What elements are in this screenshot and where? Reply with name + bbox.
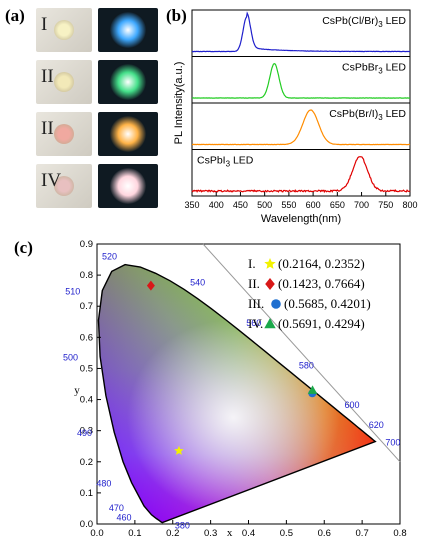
series-line: [191, 109, 411, 146]
cie-chromaticity-chart: 0.0 0.1 0.2 0.3 0.4 0.5 0.6 0.7 0.8 0.0 0.1 0.2 0.3 0…: [63, 239, 407, 539]
x-tick-label: 400: [209, 200, 224, 210]
y-tick-label: 0.1: [80, 488, 93, 499]
led-roman-label: I: [41, 14, 48, 35]
x-tick-label: 0.7: [356, 528, 369, 539]
data-point-star: [174, 445, 184, 455]
legend-coords: (0.5691, 0.4294): [278, 316, 365, 331]
led-on-photo: [98, 112, 158, 156]
y-axis-label: y: [74, 384, 80, 396]
x-tick-label: 0.6: [318, 528, 331, 539]
data-point-triangle: [307, 385, 318, 394]
x-tick-label: 0.1: [128, 528, 141, 539]
led-chip: [54, 124, 74, 144]
y-tick-label: 0.6: [80, 332, 93, 343]
series-label: CsPbBr3 LED: [342, 62, 406, 76]
wavelength-label: 560: [246, 318, 261, 328]
x-tick-label: 600: [306, 200, 321, 210]
legend-marker-diamond: [265, 278, 275, 290]
panel-label-a: (a): [5, 6, 25, 25]
panel-label-c: (c): [14, 238, 33, 257]
wavelength-label: 700: [385, 438, 400, 448]
x-tick-label: 750: [378, 200, 393, 210]
series-line: [191, 11, 411, 53]
led-glow: [110, 116, 146, 152]
led-glow: [110, 168, 146, 204]
x-axis-label: Wavelength(nm): [261, 213, 341, 225]
series-line: [191, 156, 411, 194]
x-tick-label: 0.2: [166, 528, 179, 539]
legend-marker-star: [264, 258, 276, 269]
y-axis-label: PL Intensity(a.u.): [173, 62, 185, 145]
x-tick-label: 450: [233, 200, 248, 210]
led-roman-label: IV: [41, 170, 62, 191]
led-roman-label: II: [41, 66, 54, 87]
y-tick-label: 0.8: [80, 270, 93, 281]
wavelength-label: 520: [102, 252, 117, 262]
y-tick-label: 0.2: [80, 457, 93, 468]
wavelength-label: 470: [109, 503, 124, 513]
y-tick-label: 0.5: [80, 363, 93, 374]
wavelength-label: 500: [63, 353, 78, 363]
legend-coords: (0.5685, 0.4201): [284, 296, 371, 311]
x-tick-label: 650: [330, 200, 345, 210]
led-on-photo: [98, 60, 158, 104]
led-off-photo: I: [36, 8, 92, 52]
pl-spectra-chart: CsPb(Cl/Br)3 LED CsPbBr3 LED CsPb(Br/I)3 L…: [173, 9, 418, 225]
wavelength-label: 480: [96, 479, 111, 489]
y-tick-label: 0.9: [80, 239, 93, 250]
wavelength-label: 620: [369, 420, 384, 430]
led-off-photo: II: [36, 112, 92, 156]
led-on-photo: [98, 164, 158, 208]
wavelength-label: 460: [117, 513, 132, 523]
series-line: [192, 63, 410, 99]
x-tick-label: 0.3: [204, 528, 217, 539]
led-chip: [54, 176, 74, 196]
spectral-locus: [97, 263, 377, 524]
legend-label: III.: [248, 296, 264, 311]
led-glow: [110, 12, 146, 48]
led-off-photo: II: [36, 60, 92, 104]
legend-marker-circle: [271, 299, 281, 309]
legend-coords: (0.2164, 0.2352): [278, 256, 365, 271]
led-glow: [110, 64, 146, 100]
y-tick-label: 0.3: [80, 426, 93, 437]
series-label: CsPb(Cl/Br)3 LED: [322, 15, 406, 29]
diagonal-line: [202, 243, 401, 463]
data-point-diamond: [146, 280, 155, 291]
x-axis-label: x: [227, 527, 233, 539]
panel-label-b: (b): [166, 6, 187, 25]
legend-label: IV.: [248, 316, 263, 331]
x-tick-label: 0.5: [280, 528, 293, 539]
wavelength-label: 490: [77, 428, 92, 438]
y-tick-label: 0.4: [80, 395, 93, 406]
x-tick-label: 800: [402, 200, 417, 210]
wavelength-label: 380: [175, 520, 190, 530]
x-tick-label: 550: [281, 200, 296, 210]
wavelength-label: 540: [190, 277, 205, 287]
led-off-photo: IV: [36, 164, 92, 208]
x-tick-label: 0.4: [242, 528, 255, 539]
x-tick-label: 500: [257, 200, 272, 210]
led-photo-panel: I II II IV: [36, 8, 162, 218]
led-chip: [54, 20, 74, 40]
y-tick-label: 0.0: [80, 519, 93, 530]
legend-label: I.: [248, 256, 256, 271]
y-tick-label: 0.7: [80, 301, 93, 312]
wavelength-label: 600: [344, 400, 359, 410]
legend-coords: (0.1423, 0.7664): [278, 276, 365, 291]
led-roman-label: II: [41, 118, 54, 139]
legend-label: II.: [248, 276, 260, 291]
wavelength-label: 510: [65, 287, 80, 297]
x-tick-label: 0.0: [90, 528, 103, 539]
x-tick-label: 350: [184, 200, 199, 210]
led-on-photo: [98, 8, 158, 52]
series-label: CsPbI3 LED: [197, 155, 254, 169]
x-tick-label: 0.8: [393, 528, 406, 539]
led-chip: [54, 72, 74, 92]
x-tick-label: 700: [354, 200, 369, 210]
series-label: CsPb(Br/I)3 LED: [329, 108, 406, 122]
legend-marker-triangle: [264, 318, 276, 329]
wavelength-label: 580: [299, 360, 314, 370]
